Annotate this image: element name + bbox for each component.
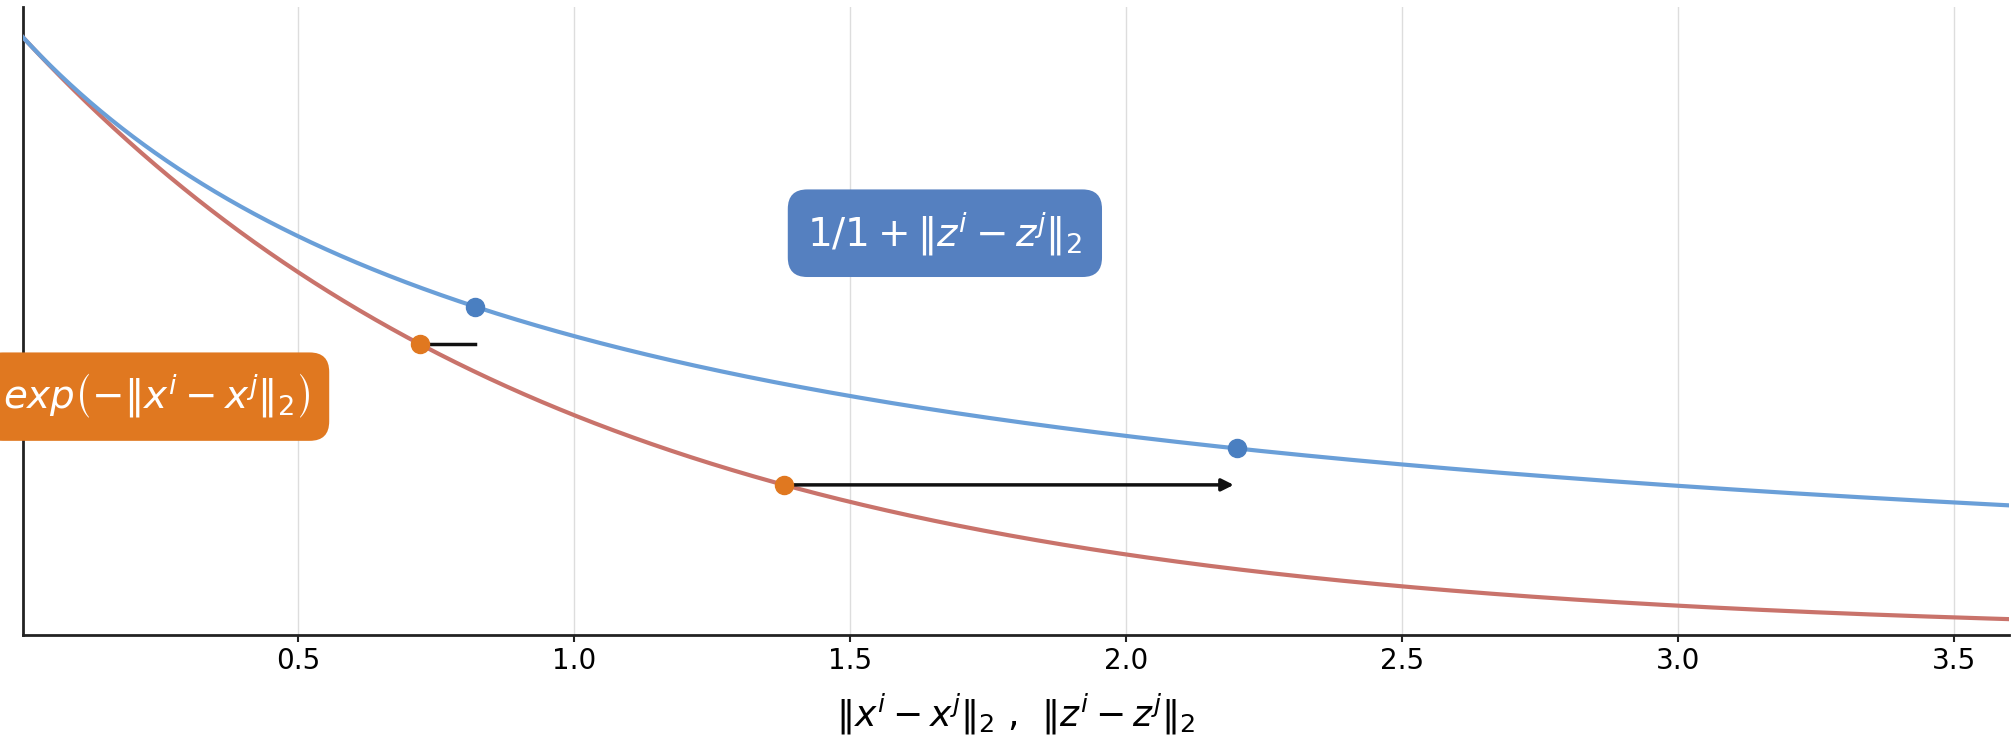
Text: $1/1 + \Vert z^i - z^j\Vert_2$: $1/1 + \Vert z^i - z^j\Vert_2$ [806, 209, 1083, 257]
X-axis label: $\Vert x^i - x^j\Vert_2$ ,  $\Vert z^i - z^j\Vert_2$: $\Vert x^i - x^j\Vert_2$ , $\Vert z^i - … [837, 692, 1195, 737]
Text: $\mathit{exp}\left(-\Vert x^i - x^j\Vert_2\right)$: $\mathit{exp}\left(-\Vert x^i - x^j\Vert… [2, 372, 310, 421]
